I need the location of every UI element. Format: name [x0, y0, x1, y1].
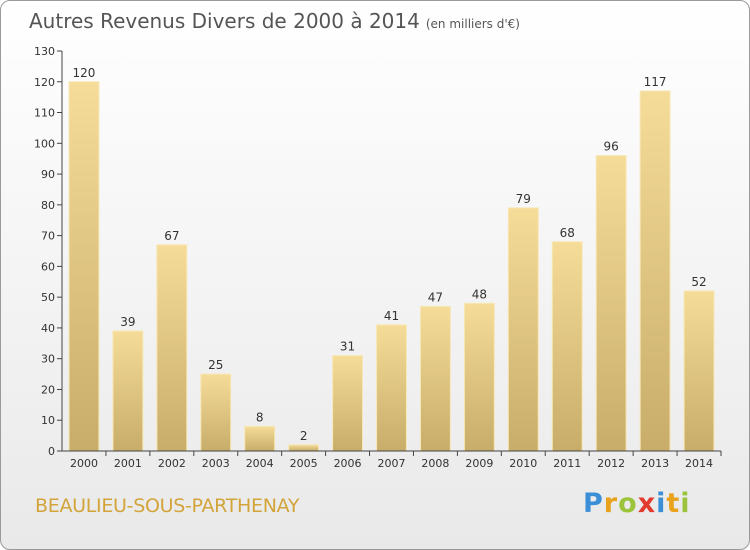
- y-tick-label: 20: [41, 383, 55, 396]
- x-tick-label-2012: 2012: [597, 457, 625, 470]
- logo-letter: i: [656, 488, 667, 519]
- proxiti-logo[interactable]: Proxiti: [583, 488, 691, 519]
- x-tick-label-2005: 2005: [290, 457, 318, 470]
- bar-2013: [639, 90, 671, 452]
- y-tick-label: 110: [34, 107, 55, 120]
- x-tick-label-2003: 2003: [202, 457, 230, 470]
- y-tick-label: 0: [48, 445, 55, 458]
- x-tick-label-2006: 2006: [334, 457, 362, 470]
- y-tick-label: 40: [41, 322, 55, 335]
- y-axis: 0 10 20 30 40 50 60 70 80 90 100 110 120 130: [34, 45, 63, 458]
- place-name: BEAULIEU-SOUS-PARTHENAY: [35, 495, 300, 517]
- x-tick-label-2002: 2002: [158, 457, 186, 470]
- logo-letter: o: [618, 488, 638, 519]
- logo-letter: P: [583, 488, 604, 519]
- data-label-2013: 117: [644, 75, 667, 89]
- bar-2011: [551, 241, 583, 452]
- x-axis: 2000 2001 2002 2003 2004 2005 2006 2007 2008 2009…: [62, 450, 722, 470]
- x-tick-label-2013: 2013: [641, 457, 669, 470]
- x-tick-label-2014: 2014: [685, 457, 713, 470]
- chart-title: Autres Revenus Divers de 2000 à 2014 (en …: [29, 9, 520, 33]
- bar-2001: [112, 330, 144, 452]
- y-tick-label: 90: [41, 168, 55, 181]
- data-label-2014: 52: [691, 275, 706, 289]
- y-tick-label: 100: [34, 137, 55, 150]
- bar-2014: [683, 290, 715, 452]
- x-tick-label-2009: 2009: [465, 457, 493, 470]
- x-tick-label-2000: 2000: [70, 457, 98, 470]
- bar-2012: [595, 155, 627, 452]
- title-unit: (en milliers d'€): [425, 17, 520, 31]
- data-label-2005: 2: [300, 429, 308, 443]
- bar-2006: [332, 355, 364, 452]
- bar-2000: [68, 81, 100, 452]
- x-tick-label-2008: 2008: [421, 457, 449, 470]
- data-label-2000: 120: [73, 66, 96, 80]
- y-tick-label: 50: [41, 291, 55, 304]
- logo-letter: t: [666, 488, 681, 519]
- data-label-2009: 48: [472, 287, 487, 301]
- x-tick-label-2010: 2010: [509, 457, 537, 470]
- y-tick-label: 30: [41, 353, 55, 366]
- data-label-2004: 8: [256, 410, 264, 424]
- x-tick-label-2007: 2007: [378, 457, 406, 470]
- data-label-2006: 31: [340, 340, 355, 354]
- x-tick-label-2011: 2011: [553, 457, 581, 470]
- bar-2002: [156, 244, 188, 452]
- bar-2008: [419, 305, 451, 452]
- data-label-2001: 39: [120, 315, 135, 329]
- data-label-2008: 47: [428, 290, 443, 304]
- bar-2010: [507, 207, 539, 452]
- bars: 120 39 67 25 8 2 31 41 47 48 79 68 96 117 52: [68, 66, 715, 452]
- data-label-2002: 67: [164, 229, 179, 243]
- logo-letter: i: [680, 488, 691, 519]
- title-text: Autres Revenus Divers de 2000 à 2014: [29, 9, 420, 33]
- x-tick-label-2004: 2004: [246, 457, 274, 470]
- logo-letter: r: [603, 488, 619, 519]
- logo-letter: x: [637, 488, 657, 519]
- data-label-2012: 96: [604, 140, 619, 154]
- data-label-2007: 41: [384, 309, 399, 323]
- y-tick-label: 80: [41, 199, 55, 212]
- y-tick-label: 130: [34, 45, 55, 58]
- bar-2003: [200, 373, 232, 452]
- data-label-2011: 68: [560, 226, 575, 240]
- bar-2005: [288, 444, 320, 452]
- x-tick-label-2001: 2001: [114, 457, 142, 470]
- bar-2007: [376, 324, 407, 452]
- bar-2009: [463, 302, 495, 452]
- data-label-2003: 25: [208, 358, 223, 372]
- y-tick-label: 120: [34, 76, 55, 89]
- y-tick-label: 70: [41, 230, 55, 243]
- y-tick-label: 10: [41, 414, 55, 427]
- y-tick-label: 60: [41, 260, 55, 273]
- data-label-2010: 79: [516, 192, 531, 206]
- bar-2004: [244, 425, 276, 452]
